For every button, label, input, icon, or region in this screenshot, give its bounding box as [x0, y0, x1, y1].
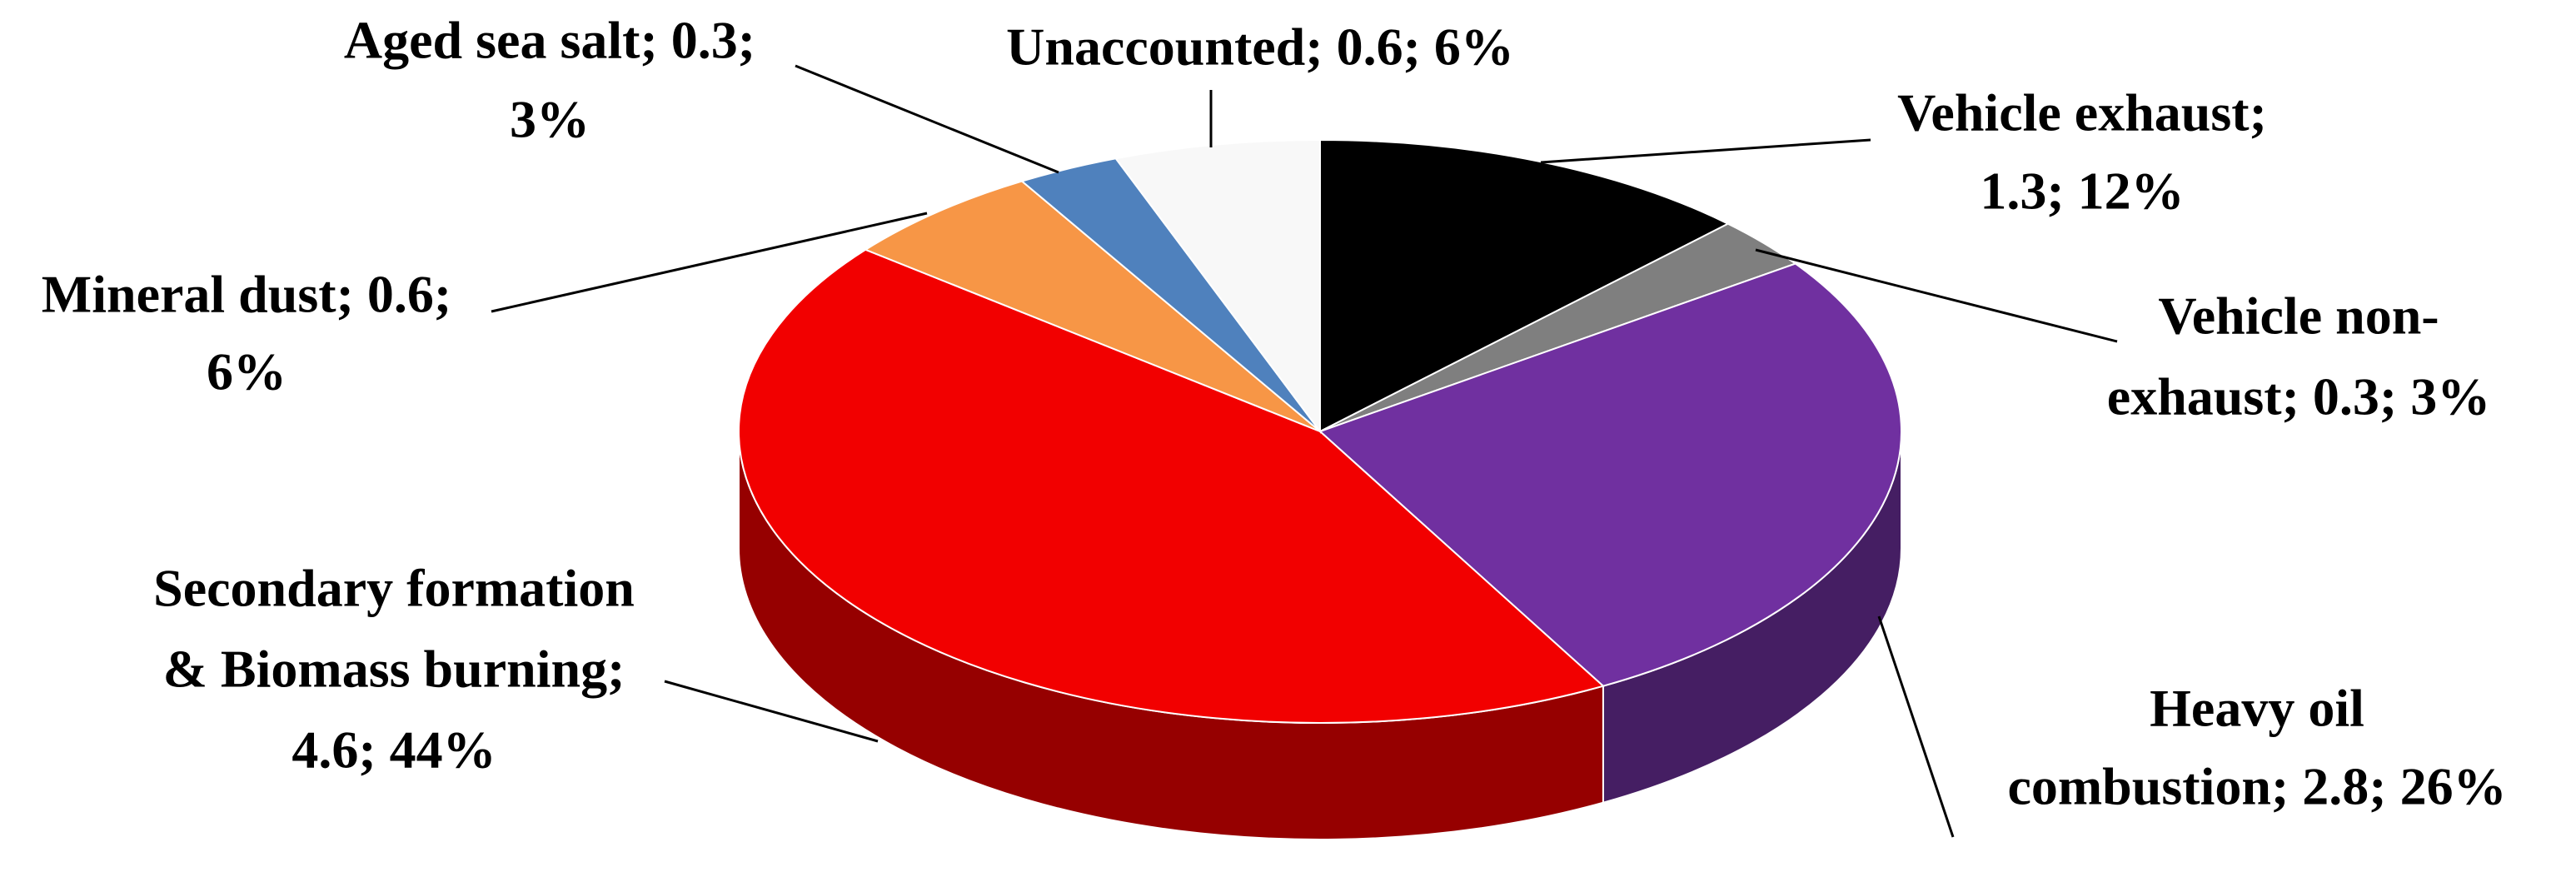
slice: [1114, 138, 1321, 435]
data-label: Vehicle non-: [2158, 287, 2439, 346]
data-label: 3%: [510, 90, 590, 149]
data-label: Heavy oil: [2150, 679, 2364, 738]
data-label: Secondary formation: [153, 559, 635, 618]
leader-line: [491, 212, 928, 313]
data-label: Mineral dust; 0.6;: [42, 265, 451, 324]
leader-line: [1540, 138, 1871, 164]
leader-line: [1877, 615, 1955, 838]
slice: [1319, 138, 1731, 433]
data-label: Unaccounted; 0.6; 6%: [1006, 17, 1514, 77]
data-label: 1.3; 12%: [1980, 162, 2184, 221]
leader-line: [664, 680, 879, 743]
slice: [1318, 262, 1902, 687]
data-label: Vehicle exhaust;: [1897, 83, 2267, 142]
data-label: combustion; 2.8; 26%: [2007, 757, 2506, 816]
data-label: 4.6; 44%: [291, 720, 496, 780]
leader-line: [795, 64, 1059, 174]
data-label: Aged sea salt; 0.3;: [344, 11, 755, 70]
slice: [738, 248, 1605, 724]
data-label: exhaust; 0.3; 3%: [2107, 367, 2490, 426]
leader-line: [1755, 248, 2118, 343]
data-label: & Biomass burning;: [163, 640, 625, 699]
data-label: 6%: [207, 342, 286, 401]
slice: [864, 180, 1321, 432]
